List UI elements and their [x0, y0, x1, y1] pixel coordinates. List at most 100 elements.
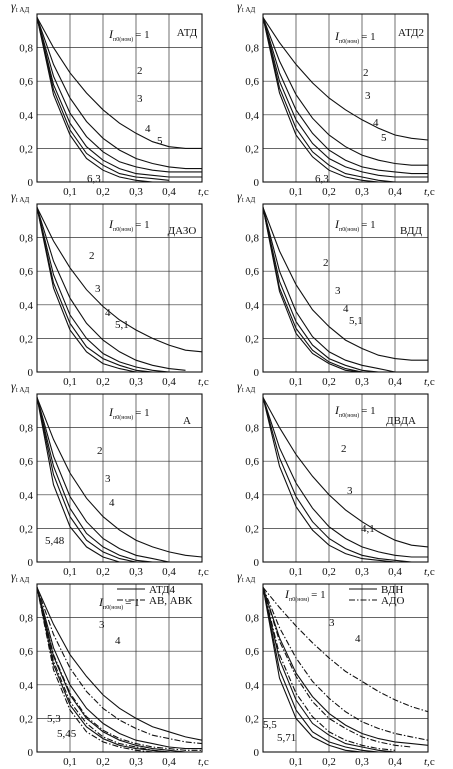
- series-line-2: [262, 17, 428, 166]
- y-tick-label: 0,8: [19, 613, 33, 625]
- x-tick-label: 0,1: [63, 186, 77, 198]
- series-line-3: [36, 17, 202, 173]
- curve-label: 4: [145, 123, 151, 135]
- curve-label: 4: [373, 117, 379, 129]
- curve-label: 6,3: [315, 173, 329, 185]
- curve-label: 2: [89, 250, 95, 262]
- curve-label: 2: [363, 67, 369, 79]
- series-line-2: [36, 207, 186, 371]
- curve-label: 5: [157, 135, 163, 147]
- series-line-4: [36, 17, 202, 178]
- current-label: Iп0(ном) = 1: [284, 587, 326, 603]
- x-tick-label: 0,1: [63, 756, 77, 768]
- x-tick-label: 0,3: [355, 566, 369, 578]
- series-line-1: [36, 397, 203, 558]
- panel-name: А: [183, 415, 191, 427]
- series-line-3: [262, 397, 412, 563]
- series-line-1-dashdot: [262, 587, 429, 713]
- current-label: Iп0(ном) = 1: [108, 27, 150, 43]
- grid: [263, 204, 428, 372]
- y-axis-label: γt АД: [11, 379, 29, 394]
- curve-label: 2: [341, 443, 347, 455]
- curve-label: 3: [347, 485, 353, 497]
- y-tick-label: 0,4: [245, 110, 259, 122]
- y-tick-label: 0,6: [245, 76, 259, 88]
- series-line-3: [262, 17, 428, 175]
- series-line-2: [36, 17, 202, 170]
- y-tick-label: 0,2: [19, 333, 33, 345]
- series-line-3-dashdot: [262, 587, 429, 741]
- curve-label: 4: [115, 635, 121, 647]
- y-tick-label: 0,6: [19, 646, 33, 658]
- legend-label: АДО: [381, 595, 404, 607]
- series-line-5-48: [36, 397, 120, 563]
- current-label: Iп0(ном) = 1: [108, 217, 150, 233]
- series-line-2: [262, 207, 396, 373]
- y-tick-label: 0,4: [245, 680, 259, 692]
- curve-label: 4: [343, 303, 349, 315]
- grid: [37, 204, 202, 372]
- y-tick-label: 0,8: [245, 43, 259, 55]
- y-axis-label: γt АД: [11, 0, 29, 14]
- y-tick-label: 0,2: [19, 713, 33, 725]
- legend-label: АВ, АВК: [149, 595, 193, 607]
- chart-panel-4: 0 0,2 0,4 0,6 0,8 0,1 0,2 0,3 0,4 t,с γt АД ВДД Iп0(…: [237, 189, 435, 388]
- curve-label: 4: [105, 307, 111, 319]
- chart-panel-1: 0 0,2 0,4 0,6 0,8 0,1 0,2 0,3 0,4 t,с γt АД АТД Iп0(…: [11, 0, 209, 198]
- series-line-4-1: [262, 397, 396, 563]
- chart-panel-6: 0 0,2 0,4 0,6 0,8 0,1 0,2 0,3 0,4 t,с γt АД ДВДА Iп0…: [237, 379, 435, 578]
- series-line-4: [36, 397, 137, 563]
- series-line-5-1: [262, 207, 363, 373]
- x-axis-label: t,с: [424, 186, 435, 198]
- x-tick-label: 0,1: [289, 376, 303, 388]
- x-tick-label: 0,4: [388, 756, 402, 768]
- x-tick-label: 0,4: [162, 756, 176, 768]
- y-tick-label: 0,4: [19, 300, 33, 312]
- y-tick-label: 0,4: [245, 300, 259, 312]
- series-line-1-dashdot: [36, 587, 203, 745]
- y-tick-label: 0,6: [245, 266, 259, 278]
- series-line-2: [262, 397, 428, 558]
- series-line-4-dashdot: [262, 587, 412, 748]
- x-axis-label: t,с: [424, 756, 435, 768]
- y-tick-label: 0: [28, 557, 34, 569]
- series-line-5-45-dashdot: [36, 587, 153, 753]
- curve-label: 3: [95, 283, 101, 295]
- x-tick-label: 0,3: [355, 756, 369, 768]
- current-label: Iп0(ном) = 1: [108, 405, 150, 421]
- curve-label: 6,3: [87, 173, 101, 185]
- curve-label: 5: [381, 132, 387, 144]
- series-line-5-1: [36, 207, 137, 373]
- y-tick-label: 0,8: [245, 613, 259, 625]
- curve-label: 3: [105, 473, 111, 485]
- curve-label: 4,1: [361, 523, 375, 535]
- current-label: Iп0(ном) = 1: [334, 217, 376, 233]
- series-line-1: [262, 17, 429, 141]
- y-tick-label: 0,2: [245, 523, 259, 535]
- series-line-1: [262, 397, 429, 548]
- curve-label: 5,1: [349, 315, 363, 327]
- series-line-1: [36, 587, 203, 741]
- panel-name: ДВДА: [386, 415, 416, 427]
- panel-name: ДАЗО: [168, 225, 197, 237]
- x-tick-label: 0,4: [388, 376, 402, 388]
- series-line-1: [36, 207, 203, 353]
- series-line-4: [36, 207, 153, 373]
- legend-label: АТД4: [149, 584, 176, 596]
- y-tick-label: 0,8: [19, 423, 33, 435]
- x-tick-label: 0,1: [289, 186, 303, 198]
- grid: [263, 394, 428, 562]
- y-tick-label: 0,2: [245, 333, 259, 345]
- panel-name: АТД2: [398, 27, 424, 39]
- x-axis-label: t,с: [198, 566, 209, 578]
- grid: [263, 584, 428, 752]
- curve-label: 3: [365, 90, 371, 102]
- x-tick-label: 0,2: [96, 756, 110, 768]
- chart-panel-5: 0 0,2 0,4 0,6 0,8 0,1 0,2 0,3 0,4 t,с γt АД А Iп0(но…: [11, 379, 209, 578]
- y-axis-label: γt АД: [11, 189, 29, 204]
- chart-panel-3: 0 0,2 0,4 0,6 0,8 0,1 0,2 0,3 0,4 t,с γt АД ДАЗО Iп0…: [11, 189, 209, 388]
- curve-label: 5,45: [57, 728, 77, 740]
- y-tick-label: 0,6: [245, 456, 259, 468]
